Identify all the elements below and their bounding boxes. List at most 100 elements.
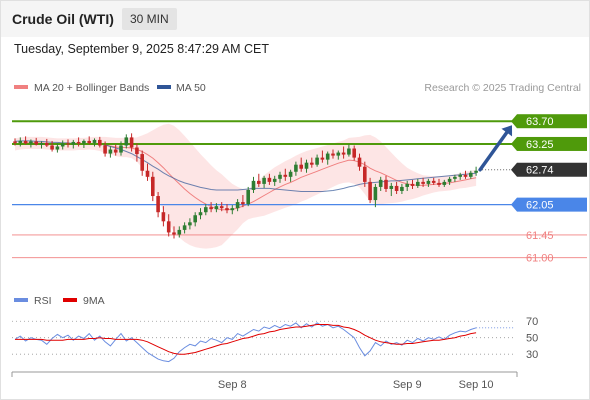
- candle: [177, 226, 182, 238]
- candle: [262, 175, 266, 188]
- candle: [82, 139, 86, 149]
- instrument-title: Crude Oil (WTI): [12, 11, 114, 27]
- candle: [98, 136, 102, 148]
- candle-body: [283, 174, 288, 177]
- candle-body: [214, 206, 219, 210]
- candle: [315, 154, 319, 167]
- candle-body: [453, 176, 457, 179]
- candle-body: [235, 202, 240, 209]
- candle-body: [103, 145, 107, 154]
- candle: [272, 175, 277, 186]
- level-lines: [12, 120, 587, 259]
- candle-body: [92, 139, 97, 143]
- current-price-label: 62.74: [526, 165, 554, 177]
- candle: [331, 149, 335, 159]
- time-tick-label: Sep 9: [393, 379, 422, 391]
- rsi-tick-label: 70: [526, 316, 538, 328]
- candle-body: [13, 141, 17, 143]
- resistance-label: 63.70: [526, 116, 554, 128]
- candle-body: [124, 137, 129, 146]
- candle-body: [34, 141, 38, 145]
- candle-body: [82, 140, 86, 144]
- candle-body: [87, 140, 91, 143]
- candle: [129, 133, 134, 152]
- timestamp: Tuesday, September 9, 2025 8:47:29 AM CE…: [14, 42, 270, 56]
- candle: [453, 174, 457, 182]
- candles: [13, 133, 478, 239]
- candle: [66, 139, 70, 148]
- candle-body: [384, 179, 388, 189]
- candle-body: [437, 182, 441, 185]
- candle-body: [294, 164, 298, 172]
- candle: [347, 144, 351, 157]
- candle: [198, 208, 203, 220]
- candle-body: [257, 180, 261, 184]
- candle: [103, 141, 107, 157]
- candle: [50, 140, 54, 152]
- candle: [23, 136, 28, 145]
- candle: [182, 222, 187, 234]
- forecast-arrow-head: [501, 125, 513, 137]
- candle-body: [336, 152, 341, 156]
- candle: [204, 204, 208, 216]
- candle-body: [447, 178, 452, 182]
- candle: [241, 195, 245, 208]
- candle-body: [272, 178, 277, 182]
- candle: [246, 186, 250, 207]
- resistance-label: 63.25: [526, 139, 554, 151]
- candle-body: [278, 174, 282, 179]
- candle-body: [76, 141, 81, 144]
- candle: [299, 157, 303, 172]
- candle-body: [347, 148, 351, 155]
- candle: [304, 159, 309, 173]
- candle: [145, 163, 150, 181]
- rsi-tick-label: 50: [526, 333, 538, 345]
- time-tick-label: Sep 10: [459, 379, 494, 391]
- candle-body: [204, 207, 208, 213]
- candle-body: [416, 181, 420, 186]
- candle: [225, 204, 229, 214]
- candle-body: [442, 181, 447, 185]
- ma50-legend-label: MA 50: [176, 82, 206, 94]
- bb-legend-label: MA 20 + Bollinger Bands: [34, 82, 149, 94]
- candle: [87, 136, 91, 145]
- candle-body: [119, 145, 123, 153]
- candle-body: [310, 162, 314, 165]
- interval-button[interactable]: 30 MIN: [122, 8, 177, 30]
- candle: [469, 170, 473, 179]
- candle: [288, 169, 293, 182]
- candle: [13, 138, 17, 146]
- candle-body: [50, 145, 54, 150]
- ma50-legend-swatch: [157, 85, 171, 89]
- candle-body: [140, 154, 144, 171]
- candle: [71, 139, 76, 149]
- candle: [113, 144, 118, 156]
- candle: [60, 140, 65, 150]
- candle-body: [39, 142, 44, 145]
- rsi-legend: RSI 9MA: [14, 295, 105, 307]
- candle: [336, 150, 341, 160]
- candle: [389, 182, 394, 197]
- rsi-ma-legend-label: 9MA: [83, 295, 105, 307]
- time-axis: Sep 8 Sep 9 Sep 10: [11, 371, 518, 391]
- candle: [18, 137, 23, 147]
- candle: [92, 138, 97, 147]
- candle: [357, 153, 362, 171]
- candle-body: [230, 208, 235, 211]
- candle-body: [172, 232, 176, 235]
- candle-body: [325, 153, 330, 160]
- candle: [55, 143, 60, 153]
- candle-body: [357, 157, 362, 167]
- time-tick-label: Sep 8: [218, 379, 247, 391]
- candle-body: [156, 196, 160, 213]
- resistance-label-pointer: [511, 136, 517, 151]
- candle: [119, 141, 123, 156]
- rsi-grid: 30 50 70: [12, 316, 538, 361]
- candle: [161, 206, 166, 227]
- header-bar: Crude Oil (WTI) 30 MIN: [1, 1, 589, 37]
- candle: [378, 176, 383, 191]
- candle: [140, 150, 144, 176]
- candle-body: [394, 185, 399, 191]
- candle: [341, 146, 346, 159]
